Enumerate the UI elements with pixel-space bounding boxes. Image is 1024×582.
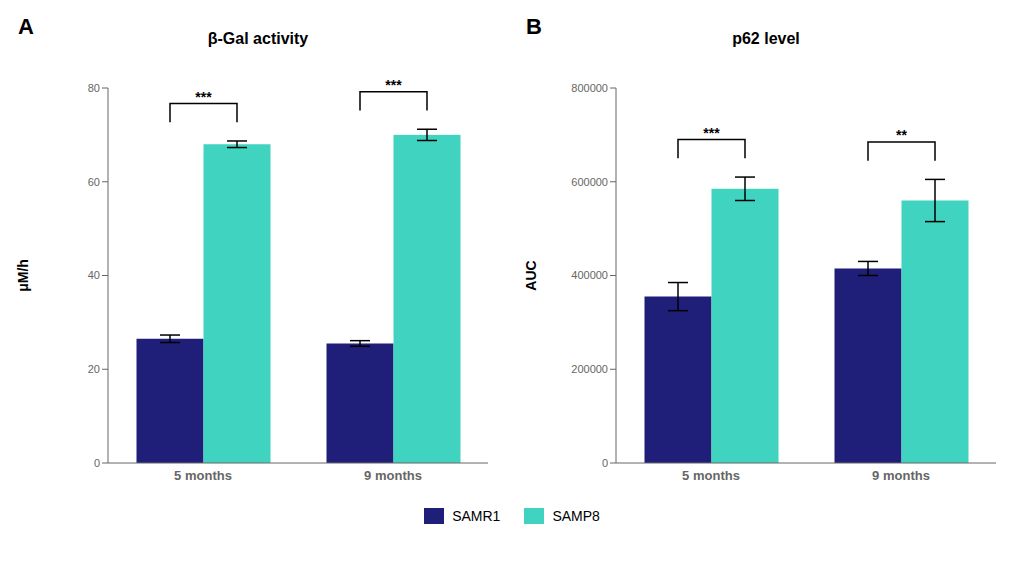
svg-text:200000: 200000 <box>571 363 608 375</box>
svg-text:5 months: 5 months <box>174 468 232 483</box>
html-text:B: B <box>526 14 542 39</box>
html-text:SAMR1: SAMR1 <box>452 508 501 524</box>
html-text:A: A <box>18 14 34 39</box>
svg-text:0: 0 <box>602 457 608 469</box>
svg-text:800000: 800000 <box>571 82 608 94</box>
svg-text:80: 80 <box>88 82 100 94</box>
svg-text:AUC: AUC <box>523 260 539 290</box>
svg-text:20: 20 <box>88 363 100 375</box>
html-text:p62 level: p62 level <box>732 30 800 47</box>
svg-text:9 months: 9 months <box>872 468 930 483</box>
html-text:SAMP8: SAMP8 <box>552 508 600 524</box>
svg-text:5 months: 5 months <box>682 468 740 483</box>
svg-text:60: 60 <box>88 176 100 188</box>
svg-text:***: *** <box>195 89 212 105</box>
svg-text:μM/h: μM/h <box>15 259 31 292</box>
html-text:β-Gal activity: β-Gal activity <box>207 30 309 47</box>
svg-text:400000: 400000 <box>571 269 608 281</box>
svg-text:40: 40 <box>88 269 100 281</box>
svg-text:***: *** <box>385 77 402 93</box>
svg-text:**: ** <box>896 127 907 143</box>
svg-text:***: *** <box>703 125 720 141</box>
svg-text:600000: 600000 <box>571 176 608 188</box>
svg-text:9 months: 9 months <box>364 468 422 483</box>
svg-text:0: 0 <box>94 457 100 469</box>
